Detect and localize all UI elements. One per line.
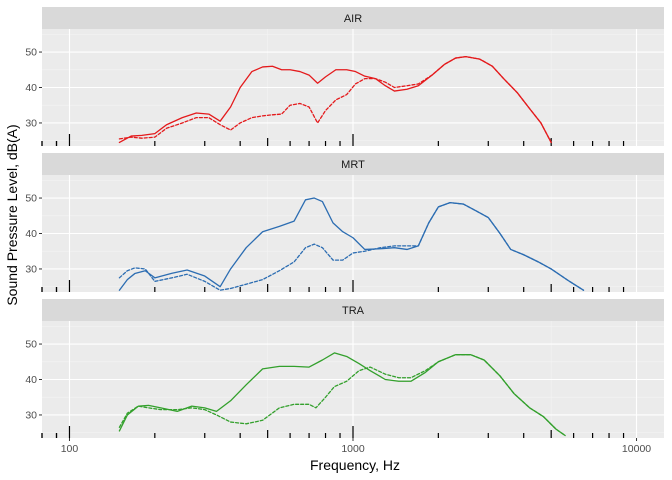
y-tick-label: 50 — [25, 47, 37, 59]
y-tick-label: 50 — [25, 193, 37, 205]
y-tick-label: 40 — [25, 374, 37, 386]
y-axis-title: Sound Pressure Level, dB(A) — [4, 124, 20, 305]
series-line-solid-tra — [118, 352, 566, 437]
x-tick-label: 1000 — [341, 443, 365, 455]
y-tick-label: 40 — [25, 228, 37, 240]
x-tick-label: 10000 — [622, 443, 651, 455]
facet-strip-label: AIR — [344, 13, 362, 25]
y-tick-label: 30 — [25, 263, 37, 275]
x-axis-title: Frequency, Hz — [310, 457, 400, 473]
series-line-solid-mrt — [118, 197, 585, 291]
facet-strip-label: MRT — [341, 159, 365, 171]
panel-air: AIR 30 40 50 — [25, 7, 664, 146]
panel-tra: TRA 30 40 50 — [25, 299, 664, 438]
facet-strip — [42, 299, 664, 321]
y-tick-label: 40 — [25, 82, 37, 94]
facet-strip-label: TRA — [342, 305, 365, 317]
y-tick-label: 30 — [25, 117, 37, 129]
x-tick-label: 100 — [61, 443, 79, 455]
series-line-solid-air — [118, 56, 552, 144]
facet-strip — [42, 153, 664, 175]
y-tick-label: 30 — [25, 409, 37, 421]
panel-mrt: MRT 30 40 50 — [25, 153, 664, 292]
y-tick-label: 50 — [25, 339, 37, 351]
facet-strip — [42, 7, 664, 29]
